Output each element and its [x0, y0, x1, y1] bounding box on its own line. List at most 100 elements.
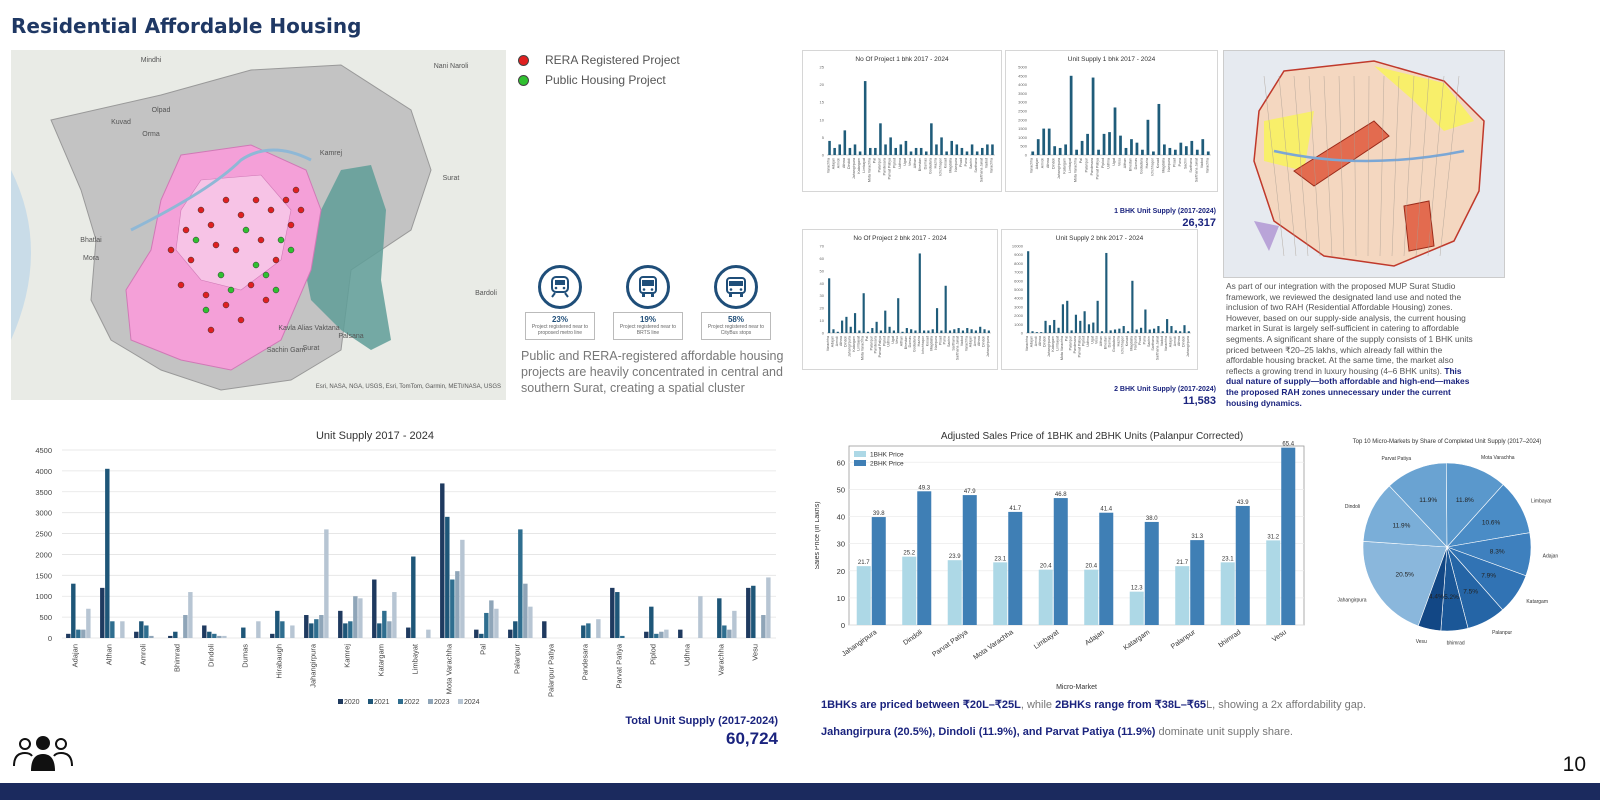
- legend-label: 2023: [434, 699, 450, 706]
- small-chart-ytick: 500: [1020, 144, 1027, 149]
- rera-project-marker: [207, 221, 215, 229]
- data-label: 46.8: [1055, 492, 1067, 498]
- x-tick-label: Vesu: [750, 644, 759, 661]
- x-tick-label: Parvat Patiya: [931, 629, 969, 659]
- bar-2024: [256, 621, 261, 638]
- small-chart-xlabel: Sachin: [1147, 336, 1151, 347]
- bar-1BHK-Price: [947, 560, 962, 625]
- small-chart-xlabel: Godadara: [912, 336, 916, 352]
- small-chart-xlabel: Kosad: [944, 158, 948, 168]
- sea-area: [11, 170, 31, 400]
- chart-sales-price: Adjusted Sales Price of 1BHK and 2BHK Un…: [814, 428, 1335, 693]
- legend-label: 1BHK Price: [870, 452, 904, 459]
- insight-price-b1: 1BHKs are priced between ₹20L–₹25L: [821, 699, 1021, 711]
- bar-2022: [586, 623, 591, 638]
- small-chart-bar: [845, 316, 848, 333]
- small-chart-bar: [986, 144, 989, 155]
- zoning-map-canvas[interactable]: [1224, 51, 1504, 277]
- rera-project-marker: [167, 246, 175, 254]
- place-label: Mindhi: [141, 57, 162, 64]
- bar-2024: [324, 529, 329, 638]
- pie-category-label: Dindoli: [1345, 504, 1360, 510]
- small-chart-xlabel: Athwa: [842, 158, 846, 168]
- small-chart-bar: [1179, 142, 1183, 155]
- x-axis-label: Micro-Market: [1056, 684, 1097, 691]
- bar-2023: [727, 629, 732, 638]
- bar-2024: [120, 621, 125, 638]
- small-chart-xlabel: Athwa: [977, 336, 981, 346]
- small-chart-xlabel: Dumas: [1134, 158, 1138, 170]
- road-line: [1338, 75, 1345, 257]
- small-chart-xlabel: Sarthana Jakat: [1194, 158, 1198, 182]
- small-chart-ytick: 2000: [1014, 313, 1024, 318]
- pie-slice: [1362, 541, 1448, 627]
- bar-2020: [508, 629, 513, 638]
- data-label: 23.1: [1222, 556, 1234, 562]
- small-chart-xlabel: Parvat Patiya: [1077, 336, 1081, 357]
- small-chart-xlabel: Dindoli: [847, 158, 851, 169]
- bar-1BHK-Price: [1084, 569, 1099, 625]
- place-label: Mora: [83, 255, 99, 262]
- small-chart-bar: [1113, 107, 1117, 155]
- rera-project-marker: [187, 256, 195, 264]
- small-chart-bar: [1113, 329, 1117, 333]
- small-chart-ytick: 4500: [1018, 73, 1028, 78]
- x-tick-label: Palanpur: [1170, 629, 1198, 651]
- small-chart-bar: [1184, 146, 1188, 155]
- small-chart-xlabel: Palanpur: [869, 335, 873, 350]
- small-chart-xlabel: Amroli: [1034, 336, 1038, 346]
- small-chart-xlabel: Jahangirpura: [1047, 336, 1051, 357]
- small-chart-bar: [923, 330, 926, 333]
- small-chart-xlabel: Katargam: [1063, 158, 1067, 174]
- map-canvas[interactable]: Mindhi Nani Naroli Olpad Kuvad Orma Kamrej Sur…: [11, 50, 506, 400]
- small-chart-xlabel: Puna: [964, 158, 968, 166]
- small-chart-xlabel: Ugat: [1112, 158, 1116, 166]
- small-chart-xlabel: Vesu: [908, 158, 912, 166]
- x-tick-label: Udhna: [682, 643, 691, 666]
- bar-2020: [202, 625, 207, 638]
- small-chart-ytick: 5: [822, 135, 825, 140]
- legend-label: 2020: [344, 699, 360, 706]
- small-chart-bar: [927, 330, 930, 333]
- bar-2021: [411, 556, 416, 638]
- small-chart-bar: [925, 151, 928, 155]
- public-project-marker: [202, 306, 210, 314]
- small-chart-bar: [930, 123, 933, 155]
- bar-2023: [659, 631, 664, 638]
- public-project-marker: [272, 286, 280, 294]
- small-chart-bar: [884, 310, 887, 333]
- pie-category-label: Vesu: [1416, 639, 1427, 645]
- eastern-zone: [301, 165, 391, 350]
- rera-project-marker: [267, 206, 275, 214]
- small-chart-xlabel: Vesu: [1118, 158, 1122, 166]
- pie-pct-label: 7.5%: [1463, 588, 1478, 595]
- pie-slice: [1388, 462, 1448, 548]
- bar-2022: [280, 621, 285, 638]
- small-chart-xlabel: Mota Varachha: [867, 158, 871, 182]
- x-tick-label: Dindoli: [902, 629, 924, 647]
- small-chart-bar: [944, 285, 947, 333]
- place-label: Orma: [142, 131, 160, 138]
- small-chart-xlabel: Adajan: [969, 336, 973, 347]
- x-tick-label: Dindoli: [206, 644, 215, 667]
- place-label: Bardoli: [475, 290, 497, 297]
- small-chart-bar: [935, 144, 938, 155]
- public-project-marker: [242, 226, 250, 234]
- metro-pct: 23%: [551, 315, 568, 324]
- small-chart-bar: [1057, 327, 1060, 333]
- city-map[interactable]: Mindhi Nani Naroli Olpad Kuvad Orma Kamrej Sur…: [11, 50, 506, 400]
- rera-project-marker: [182, 226, 190, 234]
- pie-category-label: Parvat Patiya: [1381, 456, 1411, 462]
- small-chart-bar: [931, 329, 934, 333]
- bar-2022: [518, 529, 523, 638]
- bar-2020: [338, 610, 343, 638]
- bar-2022: [450, 579, 455, 638]
- stat-1bhk-label: 1 BHK Unit Supply (2017-2024): [1114, 208, 1216, 215]
- public-project-marker: [252, 261, 260, 269]
- small-chart-bar: [961, 330, 965, 333]
- small-chart-xlabel: Sarthana Jakat: [979, 158, 983, 182]
- road-line: [1278, 75, 1297, 257]
- bar-2021: [139, 621, 144, 638]
- zoning-map[interactable]: [1223, 50, 1505, 278]
- small-chart-bar: [879, 123, 882, 155]
